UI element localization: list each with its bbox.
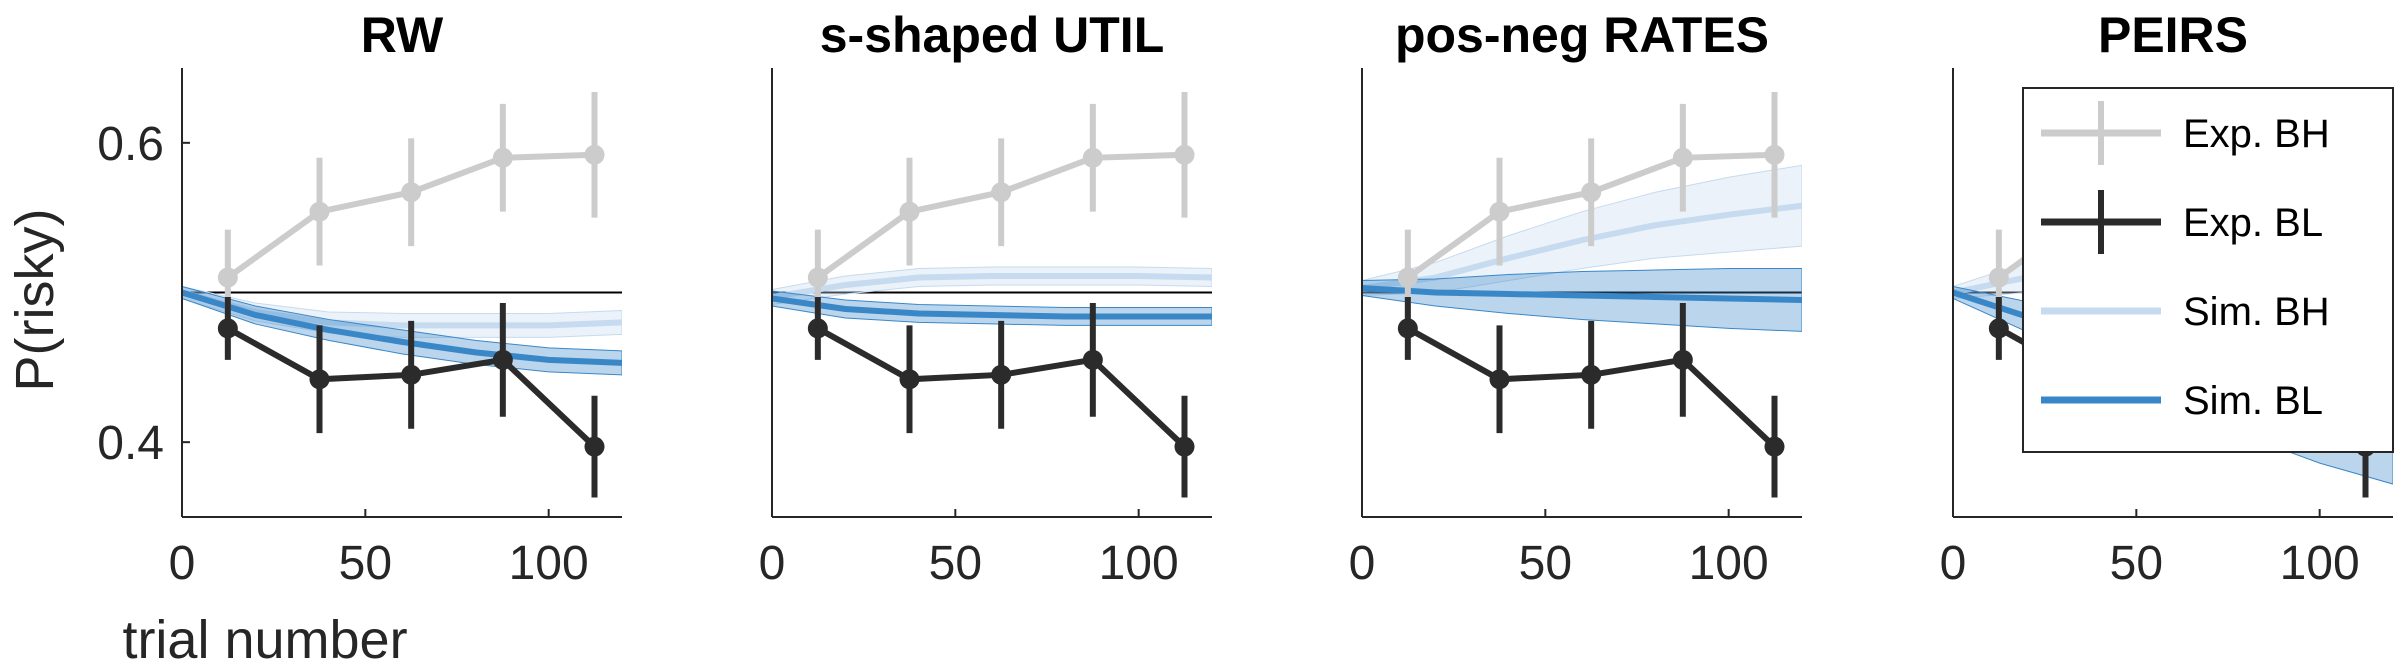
y-tick-label: 0.6 [97, 118, 164, 171]
point-exp--bl [217, 318, 238, 339]
point-exp--bh [1672, 147, 1693, 168]
point-exp--bh [1082, 147, 1103, 168]
x-tick-label: 0 [1349, 537, 1376, 590]
plot-area [1362, 91, 1802, 498]
point-exp--bl [807, 318, 828, 339]
line-sim--bl [182, 289, 622, 366]
legend-label: Exp. BH [2183, 112, 2330, 156]
y-tick-label: 0.4 [97, 417, 164, 470]
point-exp--bl [492, 349, 513, 370]
legend-label: Exp. BL [2183, 201, 2323, 245]
point-exp--bh [1397, 267, 1418, 288]
y-axis-label: P(risky) [5, 209, 65, 392]
legend-label: Sim. BL [2183, 379, 2323, 423]
x-axis-label: trial number [122, 610, 407, 670]
panel-1: RW 0 50 100 0.4 0.6 [97, 7, 622, 590]
line-sim--bl [1362, 285, 1802, 303]
panel-title: PEIRS [2098, 7, 2248, 63]
point-exp--bl [899, 369, 920, 390]
x-tick-label: 50 [339, 537, 392, 590]
x-tick-label: 100 [509, 537, 589, 590]
point-exp--bl [309, 369, 330, 390]
point-exp--bl [1489, 369, 1510, 390]
line-sim--bh [772, 273, 1212, 300]
point-exp--bh [309, 201, 330, 222]
legend-label: Sim. BH [2183, 290, 2330, 334]
x-tick-label: 0 [1940, 537, 1967, 590]
point-exp--bh [401, 182, 422, 203]
point-exp--bh [899, 201, 920, 222]
point-exp--bl [1397, 318, 1418, 339]
band-sim--bh [1362, 164, 1802, 296]
band-sim--bl [1362, 268, 1802, 332]
panel-title: RW [361, 7, 444, 63]
point-exp--bh [1764, 144, 1785, 165]
point-exp--bl [1672, 349, 1693, 370]
line-sim--bh [1362, 202, 1802, 291]
point-exp--bl [1174, 436, 1195, 457]
point-exp--bh [1581, 182, 1602, 203]
panel-3: pos-neg RATES 0 50 100 [1349, 7, 1802, 590]
point-exp--bh [1489, 201, 1510, 222]
point-exp--bl [584, 436, 605, 457]
point-exp--bh [807, 267, 828, 288]
x-tick-label: 100 [1689, 537, 1769, 590]
x-tick-label: 0 [759, 537, 786, 590]
plot-area [182, 91, 622, 498]
band-sim--bl [182, 285, 622, 376]
panel-2: s-shaped UTIL 0 50 100 [759, 7, 1212, 590]
point-exp--bh [1988, 267, 2009, 288]
x-tick-label: 0 [169, 537, 196, 590]
point-exp--bh [584, 144, 605, 165]
panel-title: s-shaped UTIL [820, 7, 1164, 63]
point-exp--bl [401, 364, 422, 385]
point-exp--bl [1764, 436, 1785, 457]
panel-4: PEIRS 0 50 100 Exp. BH Exp. BL Sim. BH Sim. BL [1940, 7, 2394, 590]
point-exp--bl [991, 364, 1012, 385]
x-tick-label: 50 [929, 537, 982, 590]
point-exp--bh [492, 147, 513, 168]
x-tick-label: 50 [2110, 537, 2163, 590]
point-exp--bh [1174, 144, 1195, 165]
x-tick-label: 50 [1519, 537, 1572, 590]
point-exp--bh [991, 182, 1012, 203]
point-exp--bl [1082, 349, 1103, 370]
point-exp--bl [1988, 318, 2009, 339]
x-tick-label: 100 [2280, 537, 2360, 590]
x-tick-label: 100 [1099, 537, 1179, 590]
point-exp--bh [217, 267, 238, 288]
legend-box [2022, 87, 2394, 453]
panel-title: pos-neg RATES [1395, 7, 1769, 63]
plot-area [772, 91, 1212, 498]
point-exp--bl [1581, 364, 1602, 385]
line-sim--bl [772, 295, 1212, 320]
legend: Exp. BH Exp. BL Sim. BH Sim. BL [2022, 87, 2394, 453]
